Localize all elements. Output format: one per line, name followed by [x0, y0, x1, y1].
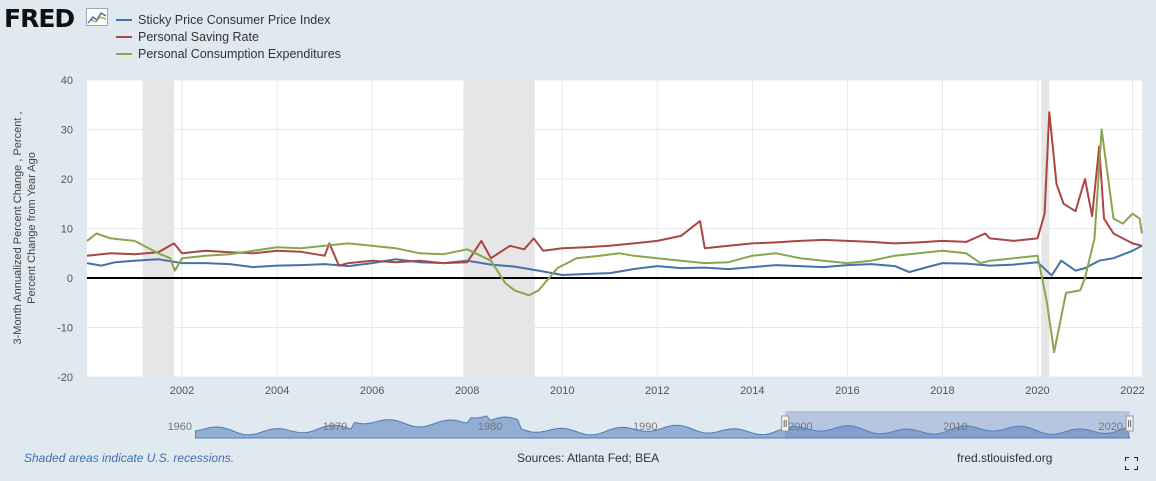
x-tick-label: 2012 [645, 385, 669, 397]
navigator-tick-label: 1960 [168, 421, 192, 433]
x-tick-label: 2016 [835, 385, 859, 397]
series-line [86, 111, 1143, 267]
y-tick-label: -10 [57, 323, 73, 335]
navigator-tick-label: 1990 [633, 421, 657, 433]
y-axis-label: 3-Month Annualized Percent Change , Perc… [12, 112, 38, 345]
navigator-selection [785, 411, 1130, 438]
x-tick-label: 2018 [930, 385, 954, 397]
x-tick-label: 2004 [265, 385, 289, 397]
y-tick-label: 30 [61, 125, 73, 137]
handle-body [1125, 415, 1134, 432]
chart-line-icon [86, 8, 108, 26]
legend-swatch [116, 35, 132, 38]
navigator-tick-label: 2000 [788, 421, 812, 433]
x-tick-label: 2002 [170, 385, 194, 397]
series-line [86, 128, 1143, 354]
navigator-tick-label: 1980 [478, 421, 502, 433]
y-axis-label-line: 3-Month Annualized Percent Change , Perc… [12, 112, 24, 345]
x-tick-label: 2008 [455, 385, 479, 397]
legend-label: Personal Saving Rate [138, 29, 259, 44]
y-tick-label: 40 [61, 75, 73, 87]
legend-item[interactable]: Sticky Price Consumer Price Index [116, 11, 341, 28]
legend-swatch [116, 52, 132, 55]
navigator-handle[interactable] [781, 415, 790, 432]
handle-body [781, 415, 790, 432]
series-line [86, 244, 1143, 277]
x-tick-label: 2014 [740, 385, 764, 397]
legend-item[interactable]: Personal Saving Rate [116, 28, 341, 45]
legend: Sticky Price Consumer Price Index Person… [116, 11, 341, 62]
navigator-series [195, 415, 1131, 439]
navigator-tick-label: 2010 [943, 421, 967, 433]
sources-text: Sources: Atlanta Fed; BEA [517, 451, 660, 465]
x-tick-label: 2020 [1025, 385, 1049, 397]
y-tick-label: 10 [61, 224, 73, 236]
navigator-tick-label: 2020 [1098, 421, 1122, 433]
recession-note: Shaded areas indicate U.S. recessions. [24, 451, 235, 465]
y-tick-label: -20 [57, 372, 73, 384]
x-tick-label: 2010 [550, 385, 574, 397]
legend-swatch [116, 18, 132, 21]
y-axis-label-line: Percent Change from Year Ago [26, 152, 38, 304]
x-tick-label: 2006 [360, 385, 384, 397]
fred-logo: FRED [4, 4, 75, 33]
x-tick-label: 2022 [1120, 385, 1144, 397]
navigator-tick-label: 1970 [323, 421, 347, 433]
y-tick-label: 0 [67, 273, 73, 285]
site-link[interactable]: fred.stlouisfed.org [957, 451, 1053, 465]
legend-label: Sticky Price Consumer Price Index [138, 12, 331, 27]
legend-label: Personal Consumption Expenditures [138, 46, 341, 61]
y-tick-label: 20 [61, 174, 73, 186]
navigator-handle[interactable] [1125, 415, 1134, 432]
legend-item[interactable]: Personal Consumption Expenditures [116, 45, 341, 62]
fullscreen-icon[interactable] [1125, 457, 1138, 470]
